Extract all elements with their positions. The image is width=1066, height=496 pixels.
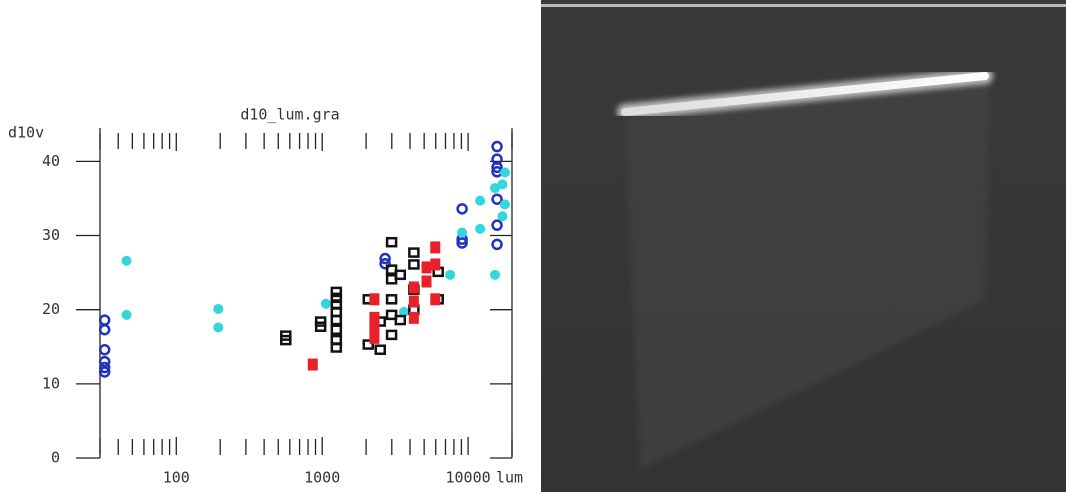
- point: [330, 292, 343, 304]
- point: [497, 179, 508, 190]
- y-tick-label: 20: [42, 300, 60, 318]
- point: [213, 303, 224, 314]
- point: [121, 309, 132, 320]
- point: [369, 331, 380, 344]
- point: [408, 281, 419, 294]
- x-axis-label: lum: [496, 469, 523, 487]
- point: [408, 259, 420, 270]
- point: [385, 236, 398, 248]
- point: [408, 311, 419, 324]
- image-panel: [541, 0, 1066, 492]
- point: [491, 219, 503, 231]
- point: [369, 311, 380, 324]
- point: [491, 140, 503, 153]
- point: [369, 321, 380, 334]
- point: [457, 227, 468, 238]
- y-tick-label: 40: [42, 152, 60, 170]
- point: [491, 161, 503, 174]
- y-tick-label: 0: [51, 449, 60, 467]
- point: [490, 269, 501, 280]
- point: [213, 322, 224, 333]
- point: [98, 314, 111, 326]
- chart-title: d10_lum.gra: [240, 106, 339, 124]
- point: [98, 343, 111, 356]
- point: [98, 361, 111, 374]
- y-axis-label: d10v: [8, 124, 44, 142]
- point: [408, 295, 419, 308]
- point: [430, 258, 441, 271]
- point: [421, 261, 432, 274]
- point: [379, 257, 391, 270]
- point: [394, 314, 407, 326]
- streak: [621, 72, 989, 116]
- point: [374, 344, 386, 355]
- point: [490, 183, 501, 194]
- point: [491, 193, 503, 205]
- image-border: [541, 4, 1066, 7]
- point: [385, 329, 398, 341]
- point: [330, 324, 343, 335]
- point: [475, 195, 486, 206]
- point: [362, 339, 375, 350]
- x-tick-label: 1000: [304, 469, 340, 487]
- point: [430, 241, 441, 254]
- point: [399, 306, 410, 317]
- point: [314, 321, 327, 332]
- point: [121, 255, 132, 266]
- point: [385, 294, 398, 305]
- y-tick-label: 10: [42, 374, 60, 392]
- x-tick-label: 10000: [446, 469, 491, 487]
- point: [369, 293, 380, 306]
- point: [330, 314, 343, 326]
- point: [491, 238, 503, 251]
- point: [330, 286, 343, 298]
- point: [499, 199, 510, 210]
- point: [330, 342, 343, 353]
- point: [379, 252, 391, 265]
- point: [280, 334, 292, 346]
- y-tick-label: 30: [42, 226, 60, 244]
- point: [307, 358, 318, 371]
- point: [394, 269, 407, 281]
- point: [499, 167, 510, 178]
- point: [98, 366, 111, 378]
- point: [445, 269, 456, 280]
- point: [320, 298, 331, 309]
- point: [98, 355, 111, 368]
- point: [456, 237, 468, 249]
- point: [408, 247, 420, 258]
- point: [430, 293, 441, 306]
- point: [330, 306, 343, 318]
- point: [497, 211, 508, 222]
- point: [475, 223, 486, 234]
- point: [98, 323, 111, 336]
- point: [421, 275, 432, 288]
- x-tick-label: 100: [163, 469, 190, 487]
- point: [456, 203, 468, 215]
- streak-glow: [625, 80, 990, 470]
